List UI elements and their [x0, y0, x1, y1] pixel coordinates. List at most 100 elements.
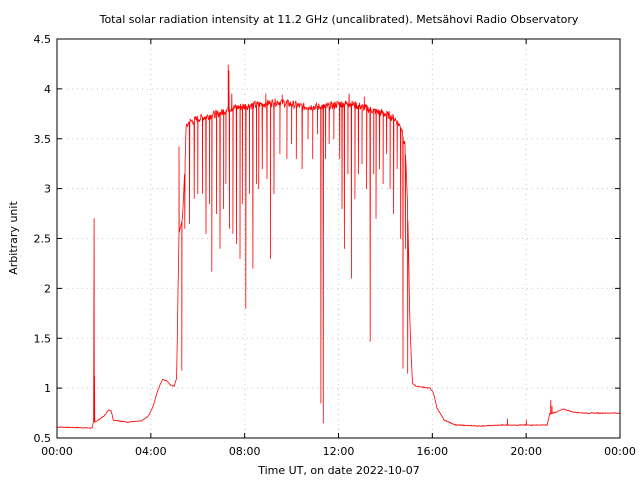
data-point: [322, 422, 324, 424]
y-tick-label: 2: [44, 282, 51, 295]
x-tick-label: 04:00: [135, 445, 167, 458]
y-tick-label: 2.5: [34, 233, 52, 246]
x-tick-label: 00:00: [604, 445, 636, 458]
data-point: [266, 178, 268, 180]
chart-title: Total solar radiation intensity at 11.2 …: [99, 13, 579, 26]
x-tick-label: 08:00: [229, 445, 261, 458]
data-point: [216, 213, 217, 215]
x-tick-label: 12:00: [323, 445, 355, 458]
x-tick-label: 20:00: [510, 445, 542, 458]
axis-ticks: 00:00 04:00 08:00 12:00 16:00 20:00 00:000.511…: [34, 33, 636, 458]
data-point: [341, 208, 343, 210]
data-point: [363, 96, 365, 98]
data-point: [373, 173, 375, 175]
data-point: [225, 183, 227, 185]
data-point: [525, 419, 527, 421]
series-line: [57, 64, 620, 429]
data-point: [279, 153, 281, 155]
data-point: [400, 238, 402, 239]
data-point: [320, 402, 322, 404]
data-point: [261, 168, 263, 170]
data-point: [270, 258, 271, 259]
data-point: [219, 248, 221, 249]
data-point: [223, 208, 225, 210]
data-point: [232, 233, 234, 234]
data-point: [358, 173, 359, 175]
data-point: [402, 367, 404, 369]
data-point: [369, 340, 371, 342]
data-point: [93, 218, 95, 219]
y-tick-label: 3.5: [34, 133, 52, 146]
y-tick-label: 1.5: [34, 332, 52, 345]
x-tick-label: 00:00: [41, 445, 73, 458]
data-point: [382, 183, 384, 185]
x-tick-label: 16:00: [416, 445, 448, 458]
data-point: [379, 168, 380, 170]
data-point: [333, 138, 335, 140]
data-point: [249, 193, 250, 195]
data-point: [375, 218, 377, 219]
y-tick-label: 3: [44, 183, 51, 196]
data-point: [405, 248, 406, 249]
x-axis-label: Time UT, on date 2022-10-07: [257, 464, 420, 477]
plot-frame: [56, 38, 621, 439]
data-point: [291, 143, 292, 145]
data-point: [281, 94, 283, 96]
data-point: [317, 133, 318, 135]
y-tick-label: 4: [44, 83, 51, 96]
data-point: [351, 278, 352, 279]
data-point: [307, 138, 309, 140]
data-point: [396, 168, 398, 170]
data-point: [197, 193, 199, 195]
data-point: [193, 198, 195, 200]
data-point: [301, 168, 303, 170]
data-point: [295, 158, 297, 160]
data-point: [551, 405, 553, 407]
data-point: [286, 158, 288, 160]
data-point: [184, 228, 186, 229]
y-tick-label: 0.5: [34, 432, 52, 445]
data-point: [347, 173, 349, 175]
data-point: [325, 158, 326, 160]
data-point: [94, 375, 95, 377]
data-point: [236, 243, 237, 244]
data-point: [328, 143, 330, 145]
data-point: [209, 203, 210, 205]
data-point: [245, 307, 247, 309]
data-point: [361, 163, 363, 165]
data-point: [389, 188, 391, 190]
data-point: [258, 188, 260, 190]
data-point: [241, 203, 243, 205]
data-point: [344, 248, 345, 249]
data-point: [211, 271, 213, 272]
data-point: [407, 372, 409, 374]
data-point: [181, 369, 183, 371]
data-point: [228, 70, 230, 72]
data-point: [202, 193, 203, 195]
data-point: [178, 146, 180, 148]
data-point: [252, 268, 254, 269]
data-point: [386, 153, 387, 155]
data-point: [354, 198, 356, 200]
data-point: [366, 188, 367, 190]
data-point: [265, 93, 267, 95]
data-point: [239, 258, 241, 259]
data-point: [312, 158, 314, 160]
data-series: [57, 64, 620, 429]
data-point: [227, 64, 229, 66]
data-point: [189, 223, 190, 224]
data-point: [205, 233, 207, 234]
y-tick-label: 1: [44, 382, 51, 395]
y-axis-label: Arbitrary unit: [7, 201, 20, 275]
data-point: [229, 228, 230, 229]
y-tick-label: 4.5: [34, 33, 52, 46]
data-point: [273, 193, 275, 195]
data-point: [507, 418, 508, 420]
data-point: [550, 399, 552, 401]
data-point: [348, 93, 350, 95]
data-point: [339, 158, 341, 160]
data-point: [393, 213, 394, 215]
data-point: [231, 93, 233, 95]
data-point: [256, 183, 257, 185]
